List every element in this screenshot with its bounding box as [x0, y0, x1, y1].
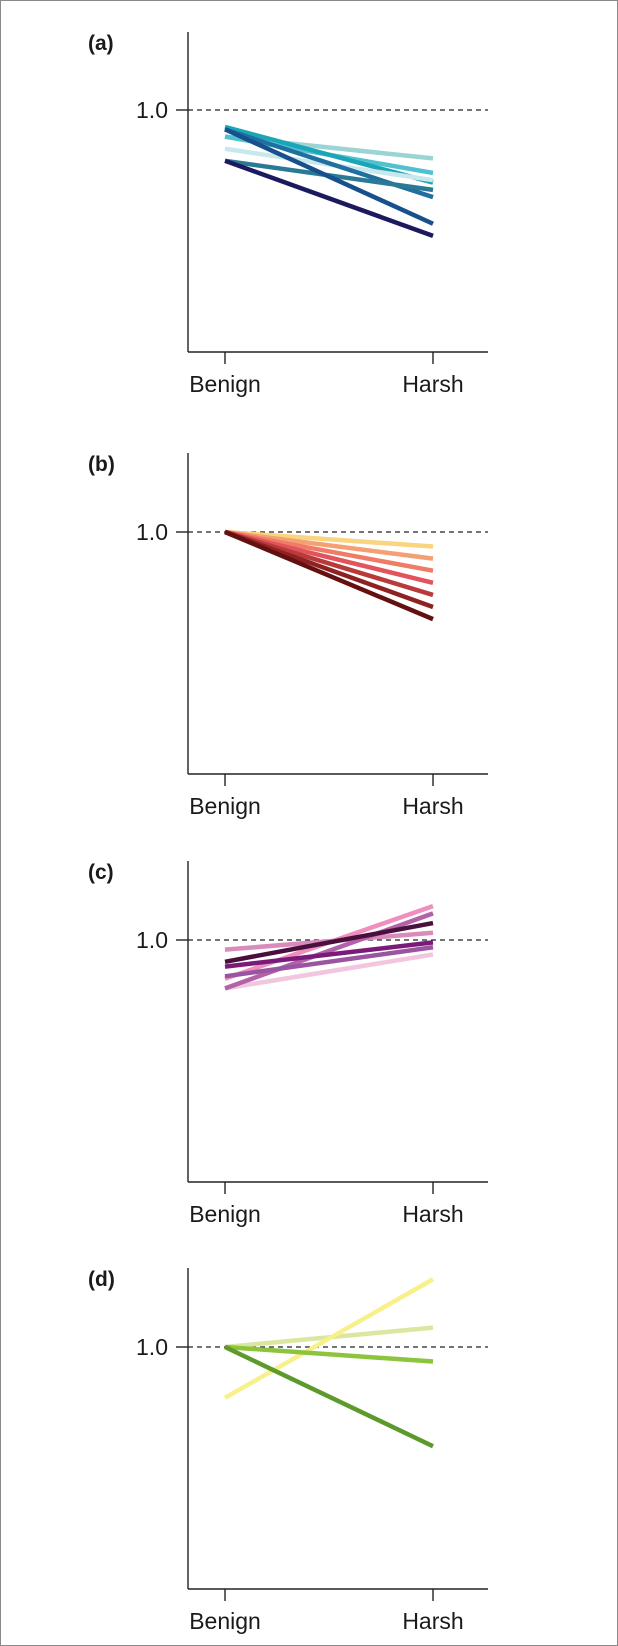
panel-c-series-line-2	[224, 911, 434, 991]
panel-b-label: (b)	[88, 453, 115, 476]
panel-a-x-tick-label-0: Benign	[189, 371, 261, 397]
panel-d-series-line-2	[224, 1344, 434, 1364]
panel-a-series-line-6	[224, 127, 434, 226]
panel-c-x-tick-label-1: Harsh	[402, 1201, 463, 1227]
panel-c-series-line-5	[224, 940, 434, 969]
panel-c-x-tick-label-0: Benign	[189, 1201, 261, 1227]
panel-a-label: (a)	[88, 32, 114, 55]
panel-d-series-line-3	[224, 1344, 434, 1449]
panel-a-x-tick-label-1: Harsh	[402, 371, 463, 397]
panel-d-y-tick-label: 1.0	[136, 1334, 168, 1360]
panel-d-label: (d)	[88, 1268, 115, 1291]
panel-c-series-line-6	[224, 920, 434, 964]
panel-d-x-tick-label-0: Benign	[189, 1608, 261, 1634]
panel-d-x-tick-label-1: Harsh	[402, 1608, 463, 1634]
panel-c-series-line-1	[224, 952, 434, 991]
panel-c-y-tick-label: 1.0	[136, 927, 168, 953]
panel-b-series-line-6	[224, 529, 434, 622]
panel-c-label: (c)	[88, 861, 114, 884]
panel-b-x-tick-label-1: Harsh	[402, 793, 463, 819]
panel-c-series-line-4	[224, 945, 434, 979]
panel-a-y-tick-label: 1.0	[136, 97, 168, 123]
panel-a-series-line-7	[224, 158, 434, 238]
panel-b-y-tick-label: 1.0	[136, 519, 168, 545]
panel-d-series-line-1	[223, 1277, 435, 1400]
panel-b-x-tick-label-0: Benign	[189, 793, 261, 819]
